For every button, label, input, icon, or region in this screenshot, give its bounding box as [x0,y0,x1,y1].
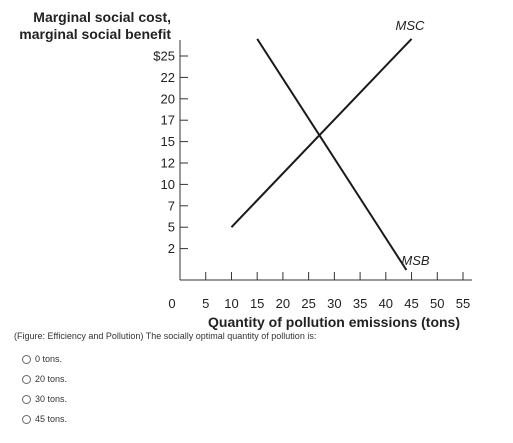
y-tick-label: 12 [161,156,175,171]
y-tick-label: $25 [153,49,175,64]
option-label: 20 tons. [35,374,68,384]
x-tick-label: 0 [168,296,175,311]
option-45-tons[interactable]: 45 tons. [22,409,67,429]
x-tick-label: 30 [327,296,341,311]
y-axis-title-line: Marginal social cost, [33,9,171,25]
msc-line [230,38,413,228]
answer-options: 0 tons. 20 tons. 30 tons. 45 tons. [22,349,67,429]
y-tick-label: 7 [168,198,175,213]
radio-button[interactable] [22,374,31,384]
x-tick-label: 5 [202,296,209,311]
axes [179,40,472,281]
msb-line [256,38,408,271]
option-label: 45 tons. [35,414,68,424]
x-tick-label: 55 [456,296,470,311]
y-tick-label: 5 [168,220,175,235]
option-20-tons[interactable]: 20 tons. [22,369,67,389]
y-tick-label: 17 [161,113,175,128]
y-axis-title: Marginal social cost,marginal social ben… [19,9,171,42]
x-axis-title: Quantity of pollution emissions (tons) [208,314,460,330]
y-tick-label: 15 [161,134,175,149]
chart: Marginal social cost,marginal social ben… [19,9,472,331]
y-axis-title-line: marginal social benefit [19,26,171,42]
x-tick-label: 20 [276,296,290,311]
x-tick-label: 45 [404,296,418,311]
question-text: (Figure: Efficiency and Pollution) The s… [14,331,317,341]
radio-button[interactable] [22,394,31,404]
x-tick-label: 35 [353,296,367,311]
series: MSC MSB [230,18,430,271]
radio-button[interactable] [22,354,31,364]
x-tick-label: 15 [250,296,264,311]
msb-label: MSB [401,253,430,268]
y-tick-label: 2 [168,241,175,256]
y-tick-label: 20 [161,91,175,106]
option-label: 0 tons. [35,354,63,364]
option-label: 30 tons. [35,394,68,404]
y-tick-label: 22 [161,70,175,85]
option-30-tons[interactable]: 30 tons. [22,389,67,409]
msc-label: MSC [396,18,426,33]
y-tick-label: 10 [161,177,175,192]
radio-button[interactable] [22,414,31,424]
x-tick-label: 40 [379,296,393,311]
x-tick-label: 10 [224,296,238,311]
x-tick-label: 25 [301,296,315,311]
x-tick-label: 50 [430,296,444,311]
option-0-tons[interactable]: 0 tons. [22,349,67,369]
